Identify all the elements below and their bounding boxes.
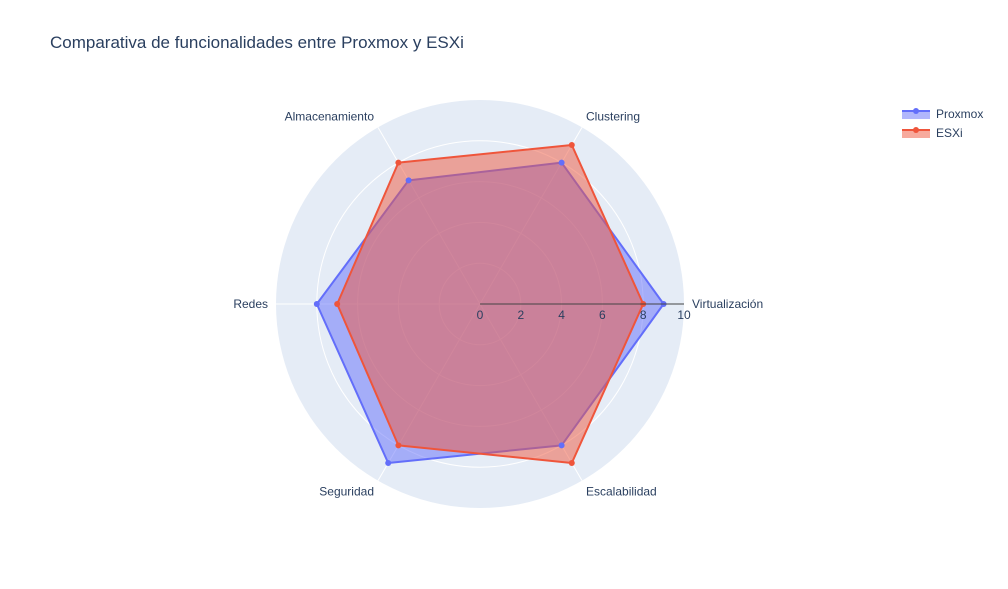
- data-point-esxi: [334, 301, 341, 307]
- legend-item-esxi[interactable]: ESXi: [902, 126, 963, 140]
- data-point-proxmox: [385, 460, 392, 467]
- radial-tick-label: 6: [599, 308, 606, 322]
- data-point-proxmox: [405, 177, 412, 184]
- legend-item-proxmox[interactable]: Proxmox: [902, 107, 983, 121]
- radial-tick-label: 0: [477, 308, 484, 322]
- legend-label: Proxmox: [936, 107, 983, 121]
- category-label: Virtualización: [692, 297, 763, 311]
- legend-swatch: [902, 111, 930, 119]
- legend-marker: [913, 127, 919, 133]
- legend-marker: [913, 108, 919, 114]
- radial-tick-label: 4: [558, 308, 565, 322]
- category-label: Seguridad: [319, 485, 374, 499]
- radial-tick-label: 10: [677, 308, 691, 322]
- data-point-proxmox: [313, 301, 320, 307]
- data-point-esxi: [395, 159, 402, 166]
- radial-tick-label: 8: [640, 308, 647, 322]
- data-point-proxmox: [558, 159, 565, 166]
- chart-title: Comparativa de funcionalidades entre Pro…: [50, 33, 464, 52]
- radial-tick-label: 2: [517, 308, 524, 322]
- category-label: Escalabilidad: [586, 485, 657, 499]
- data-point-esxi: [568, 141, 575, 148]
- category-label: Redes: [233, 297, 268, 311]
- legend-swatch: [902, 130, 930, 138]
- data-point-esxi: [568, 460, 575, 467]
- legend-label: ESXi: [936, 126, 963, 140]
- data-point-esxi: [395, 442, 402, 449]
- category-label: Clustering: [586, 109, 640, 123]
- data-point-proxmox: [558, 442, 565, 449]
- category-label: Almacenamiento: [285, 109, 375, 123]
